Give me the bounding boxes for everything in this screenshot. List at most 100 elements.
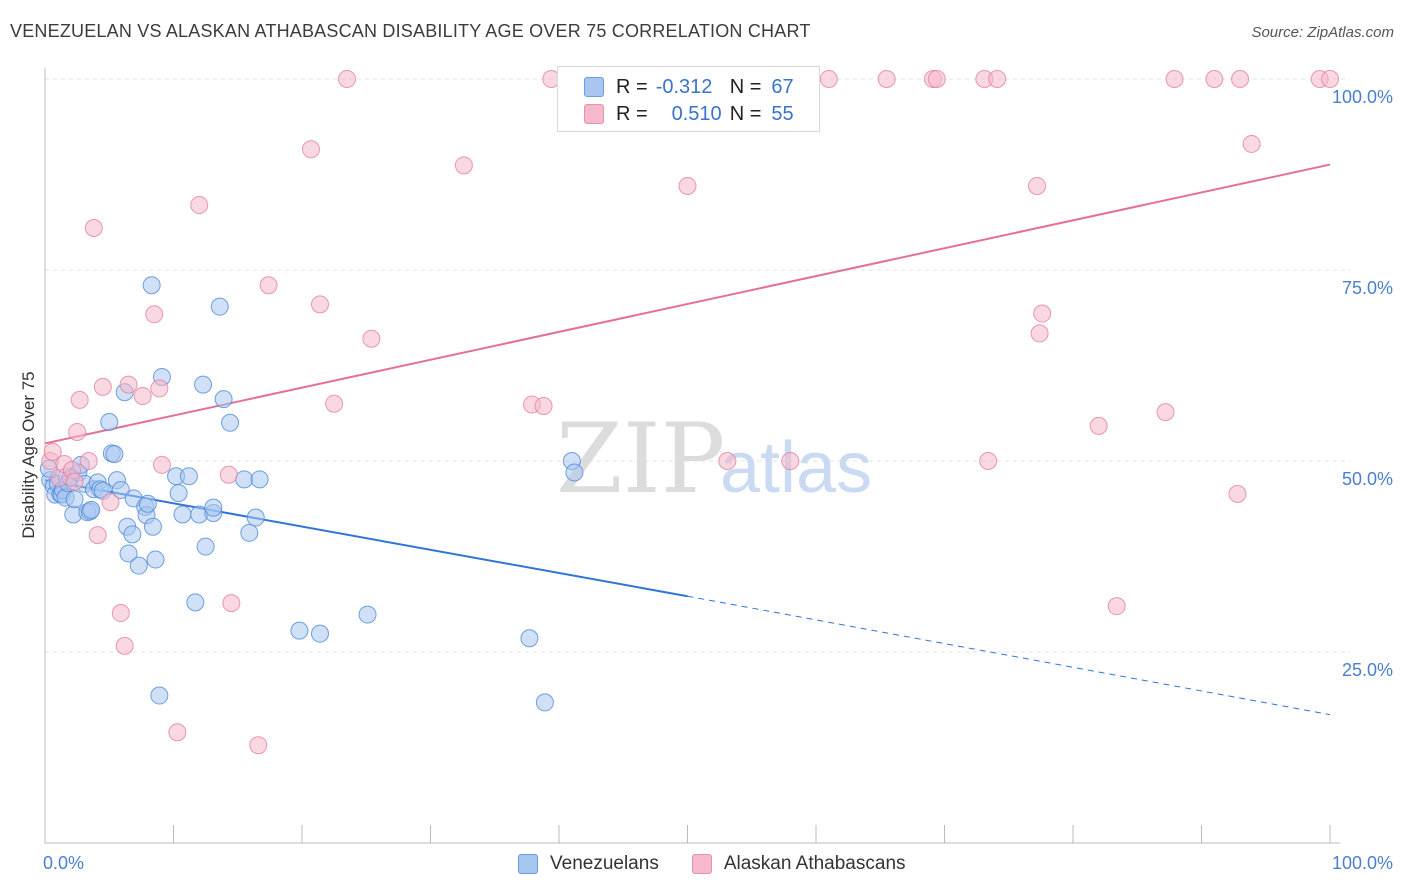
- n-value: 67: [771, 75, 794, 98]
- source-label: Source: ZipAtlas.com: [1251, 24, 1394, 41]
- point-venezuelans: [240, 523, 259, 542]
- trend-line-venezuelans-extrapolated: [687, 595, 1331, 716]
- point-athabascans: [115, 636, 134, 655]
- point-athabascans: [1228, 484, 1247, 503]
- point-venezuelans: [194, 375, 213, 394]
- point-venezuelans: [204, 498, 223, 517]
- x-tick-label-max: 100.0%: [1332, 853, 1393, 873]
- point-athabascans: [101, 493, 120, 512]
- point-athabascans: [988, 70, 1007, 88]
- r-label: R =: [616, 102, 648, 125]
- point-venezuelans: [143, 517, 162, 536]
- point-athabascans: [249, 736, 268, 755]
- point-venezuelans: [235, 470, 254, 489]
- point-athabascans: [145, 305, 164, 324]
- point-venezuelans: [123, 525, 142, 544]
- y-axis-label: Disability Age Over 75: [19, 371, 38, 538]
- point-athabascans: [1030, 324, 1049, 343]
- point-athabascans: [534, 396, 553, 415]
- data-points: [39, 70, 1339, 755]
- tick-labels: 25.0% 50.0% 75.0% 100.0% 0.0% 100.0%: [43, 87, 1393, 873]
- legend-item-venezuelans: Venezuelans: [518, 853, 659, 875]
- trend-line-athabascans: [44, 163, 1331, 445]
- point-venezuelans: [565, 463, 584, 482]
- point-venezuelans: [146, 550, 165, 569]
- legend-swatch-venezuelans: [584, 77, 604, 97]
- point-athabascans: [150, 379, 169, 398]
- point-athabascans: [152, 455, 171, 474]
- x-tick-label-min: 0.0%: [43, 853, 84, 873]
- point-venezuelans: [210, 297, 229, 316]
- point-venezuelans: [169, 484, 188, 503]
- n-label: N =: [729, 102, 762, 125]
- point-athabascans: [1028, 176, 1047, 195]
- legend-label-venezuelans: Venezuelans: [550, 853, 659, 874]
- point-venezuelans: [196, 537, 215, 556]
- watermark: ZIP atlas: [556, 403, 872, 515]
- legend-label-athabascans: Alaskan Athabascans: [723, 853, 906, 874]
- point-venezuelans: [119, 544, 138, 563]
- point-venezuelans: [290, 621, 309, 640]
- point-athabascans: [222, 594, 241, 613]
- n-value: 55: [771, 102, 794, 125]
- watermark-atlas: atlas: [720, 428, 872, 508]
- point-athabascans: [259, 276, 278, 295]
- point-athabascans: [678, 176, 697, 195]
- stats-legend-row-athabascans: R = 0.510 N = 55: [584, 101, 794, 127]
- legend-swatch-athabascans: [584, 104, 604, 124]
- point-venezuelans: [111, 481, 130, 500]
- point-venezuelans: [65, 490, 84, 509]
- legend-swatch-athabascans: [691, 854, 712, 874]
- point-athabascans: [718, 452, 737, 470]
- point-venezuelans: [310, 624, 329, 643]
- point-athabascans: [1321, 70, 1339, 88]
- r-label: R =: [616, 75, 648, 98]
- point-athabascans: [79, 452, 98, 470]
- y-tick-label-50: 50.0%: [1342, 469, 1393, 489]
- point-athabascans: [84, 218, 103, 237]
- point-athabascans: [1165, 70, 1184, 88]
- point-athabascans: [301, 140, 320, 159]
- point-athabascans: [168, 723, 187, 742]
- point-athabascans: [1033, 304, 1052, 323]
- point-venezuelans: [520, 629, 539, 648]
- point-athabascans: [1242, 134, 1261, 153]
- point-athabascans: [325, 394, 344, 413]
- r-value: 0.510: [671, 102, 722, 125]
- stats-legend: R = -0.312 N = 67 R = 0.510 N = 55: [557, 66, 820, 132]
- y-tick-label-25: 25.0%: [1342, 660, 1393, 680]
- n-label: N =: [729, 75, 762, 98]
- point-athabascans: [781, 452, 800, 470]
- point-athabascans: [362, 329, 381, 348]
- point-athabascans: [119, 375, 138, 394]
- series-legend: Venezuelans Alaskan Athabascans: [518, 851, 939, 877]
- point-athabascans: [310, 295, 329, 314]
- point-venezuelans: [186, 593, 205, 612]
- point-athabascans: [70, 390, 89, 409]
- point-athabascans: [819, 70, 838, 88]
- y-tick-label-100: 100.0%: [1332, 87, 1393, 107]
- legend-swatch-venezuelans: [518, 854, 538, 874]
- watermark-zip: ZIP: [556, 403, 725, 515]
- point-athabascans: [190, 196, 209, 215]
- point-athabascans: [43, 442, 62, 461]
- point-athabascans: [927, 70, 946, 88]
- stats-legend-row-venezuelans: R = -0.312 N = 67: [584, 74, 794, 100]
- point-athabascans: [93, 377, 112, 396]
- point-athabascans: [1231, 70, 1250, 88]
- point-venezuelans: [138, 494, 157, 513]
- point-athabascans: [1156, 403, 1175, 422]
- point-athabascans: [1089, 416, 1108, 435]
- point-venezuelans: [129, 556, 148, 575]
- r-value: -0.312: [655, 75, 713, 98]
- point-venezuelans: [179, 467, 198, 486]
- point-venezuelans: [173, 505, 192, 524]
- point-venezuelans: [246, 508, 265, 527]
- point-venezuelans: [150, 686, 169, 705]
- point-venezuelans: [358, 605, 377, 624]
- point-venezuelans: [250, 470, 269, 489]
- point-athabascans: [68, 422, 87, 441]
- point-athabascans: [65, 472, 84, 491]
- point-venezuelans: [82, 500, 101, 519]
